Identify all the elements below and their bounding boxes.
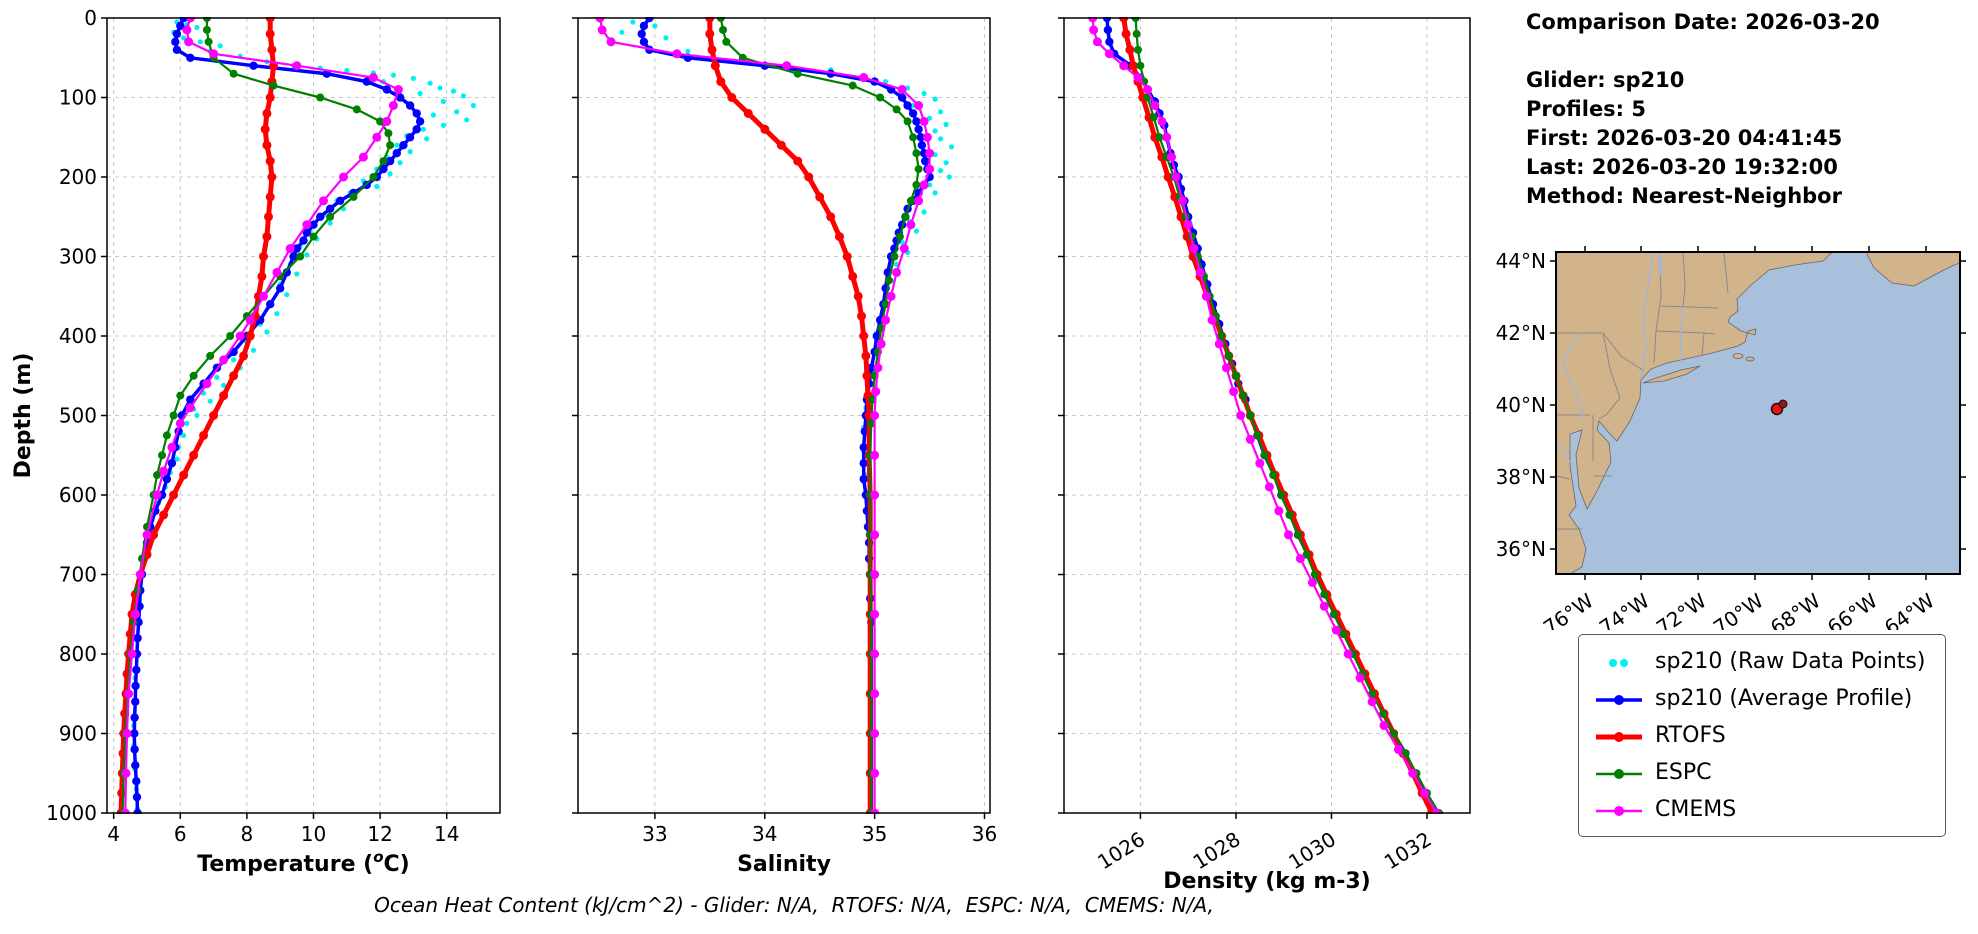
svg-text:Salinity: Salinity	[737, 852, 831, 877]
map-rivers	[1556, 252, 1684, 467]
svg-text:35: 35	[862, 822, 887, 846]
map-land-mainland	[1556, 252, 1833, 574]
legend-item: RTOFS	[1593, 719, 1931, 752]
first-profile-text: First: 2026-03-20 04:41:45	[1526, 126, 1843, 150]
svg-text:800: 800	[59, 642, 97, 666]
svg-text:300: 300	[59, 245, 97, 269]
map-ticks	[1550, 246, 1966, 580]
svg-text:Temperature (oC): Temperature (oC)	[197, 848, 409, 877]
svg-text:8: 8	[241, 822, 254, 846]
map-island-nantucket	[1745, 356, 1755, 362]
profiles-count-text: Profiles: 5	[1526, 97, 1647, 121]
map-land-long-island	[1642, 365, 1701, 384]
map-land-nova-scotia	[1865, 252, 1960, 287]
info-panel: Comparison Date: 2026-03-20 Glider: sp21…	[1526, 8, 1880, 211]
legend-item: ESPC	[1593, 756, 1931, 789]
last-profile-text: Last: 2026-03-20 19:32:00	[1526, 155, 1838, 179]
legend-marker-cmems-icon	[1596, 805, 1642, 816]
svg-text:12: 12	[367, 822, 392, 846]
legend-item: CMEMS	[1593, 793, 1931, 826]
legend-label: RTOFS	[1655, 723, 1726, 748]
info-spacer	[1526, 37, 1880, 66]
density-profile-plot: 1026 1028 1030 1032 Density (kg m-3)	[1058, 17, 1471, 894]
map-lon-label: 72°W	[1652, 588, 1711, 630]
legend-marker-espc-icon	[1596, 768, 1642, 779]
svg-text:6: 6	[174, 822, 187, 846]
ocean-heat-content-caption: Ocean Heat Content (kJ/cm^2) - Glider: N…	[374, 893, 1214, 917]
legend: sp210 (Raw Data Points) sp210 (Average Pr…	[1578, 634, 1946, 837]
svg-text:4: 4	[107, 822, 120, 846]
salinity-profile-plot: 33 34 35 36 Salinity	[572, 17, 997, 877]
map-frame	[1555, 251, 1961, 575]
svg-text:400: 400	[59, 324, 97, 348]
svg-text:600: 600	[59, 483, 97, 507]
svg-text:700: 700	[59, 563, 97, 587]
legend-label: sp210 (Average Profile)	[1655, 686, 1913, 711]
svg-text:14: 14	[434, 822, 459, 846]
glider-position-marker-secondary	[1778, 399, 1788, 409]
svg-text:36: 36	[972, 822, 997, 846]
map-lon-label: 64°W	[1880, 588, 1939, 630]
legend-marker-rtofs-icon	[1596, 731, 1642, 742]
svg-text:10: 10	[301, 822, 326, 846]
svg-text:33: 33	[642, 822, 667, 846]
svg-text:900: 900	[59, 722, 97, 746]
temperature-profile-plot: 4 6 8 10 12 14 0 100 200 300 400 500 600 700 800 900 100…	[11, 6, 501, 877]
map-lat-label: 36°N	[1496, 537, 1546, 561]
map-state-borders	[1556, 252, 1729, 530]
glider-name-text: Glider: sp210	[1526, 68, 1685, 92]
map-lon-label: 68°W	[1766, 588, 1825, 630]
legend-marker-raw-icon	[1609, 658, 1628, 667]
map-island-marthas-vineyard	[1732, 353, 1744, 359]
map-lat-label: 44°N	[1496, 249, 1546, 273]
depth-axis-label: Depth (m)	[11, 353, 36, 479]
map-lat-label: 42°N	[1496, 321, 1546, 345]
map-lat-label: 38°N	[1496, 465, 1546, 489]
svg-text:200: 200	[59, 165, 97, 189]
map-lake-champlain	[1658, 252, 1663, 276]
map-lon-label: 66°W	[1823, 588, 1882, 630]
legend-item: sp210 (Raw Data Points)	[1593, 645, 1931, 678]
svg-text:1030: 1030	[1284, 827, 1340, 874]
map-lon-label: 74°W	[1595, 588, 1654, 630]
map-lon-label: 76°W	[1539, 588, 1598, 630]
svg-text:1028: 1028	[1189, 827, 1245, 874]
map-lat-label: 40°N	[1496, 393, 1546, 417]
svg-text:Density (kg m-3): Density (kg m-3)	[1163, 869, 1371, 894]
legend-marker-avg-icon	[1596, 694, 1642, 705]
legend-label: ESPC	[1655, 760, 1712, 785]
legend-label: CMEMS	[1655, 797, 1737, 822]
map-lon-label: 70°W	[1709, 588, 1768, 630]
svg-text:1000: 1000	[46, 801, 97, 825]
legend-label: sp210 (Raw Data Points)	[1655, 649, 1926, 674]
legend-item: sp210 (Average Profile)	[1593, 682, 1931, 715]
svg-text:34: 34	[752, 822, 777, 846]
svg-text:0: 0	[84, 6, 97, 30]
location-map: 44°N 42°N 40°N 38°N 36°N 76°W 74°W 72°W …	[1496, 246, 1966, 630]
svg-text:1032: 1032	[1380, 827, 1436, 874]
method-text: Method: Nearest-Neighbor	[1526, 184, 1842, 208]
svg-text:100: 100	[59, 86, 97, 110]
svg-text:500: 500	[59, 404, 97, 428]
comparison-date-text: Comparison Date: 2026-03-20	[1526, 10, 1880, 34]
svg-text:1026: 1026	[1093, 827, 1149, 874]
